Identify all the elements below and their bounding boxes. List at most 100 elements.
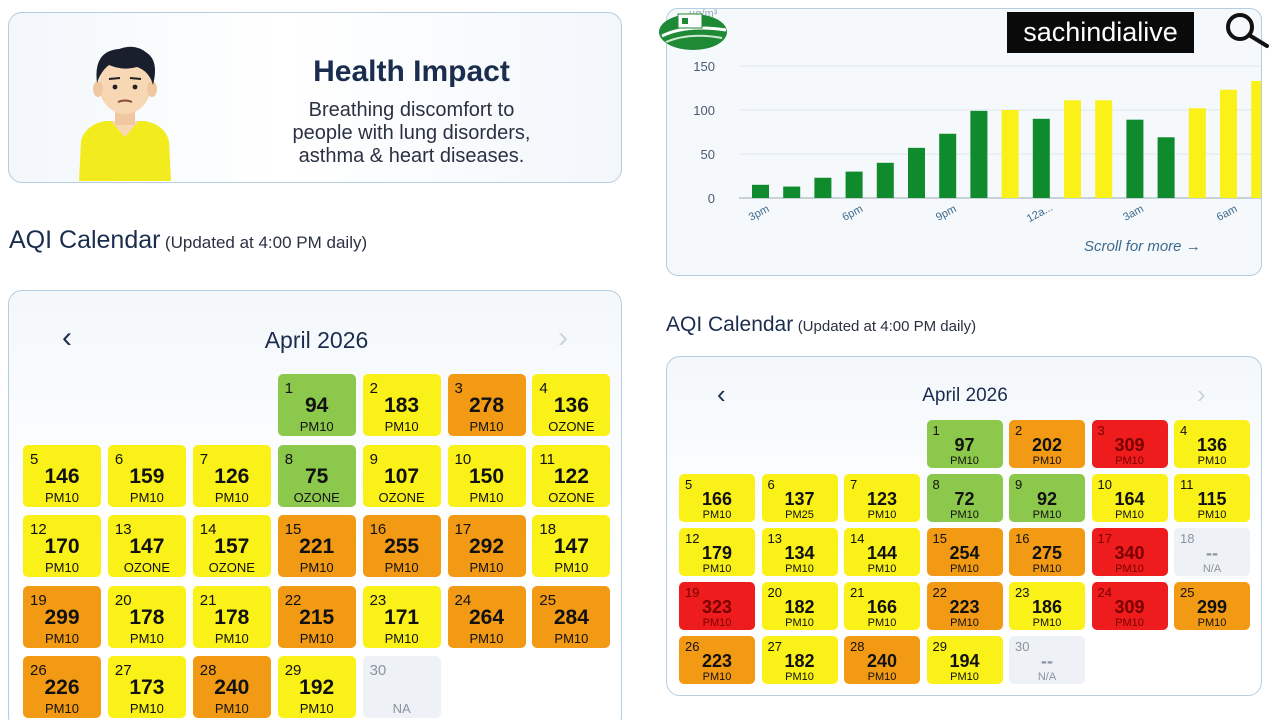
calendar-day-cell[interactable]: 30 NA [362,656,441,718]
calendar-day-cell[interactable]: 11 122 OZONE [532,444,611,507]
calendar-day-cell[interactable]: 16 255 PM10 [362,515,441,577]
aqi-value: 215 [299,605,335,629]
hourly-aqi-bar-chart: µg/m³ 0 50 100 150 3pm 6pm 9pm 12a... 3am 6am [689,9,1261,225]
calendar-day-cell[interactable]: 12 179 PM10 [679,528,755,576]
aqi-bar [1188,108,1206,198]
calendar-day-cell[interactable]: 30 -- N/A [1009,636,1085,684]
calendar-day-cell[interactable]: 24 264 PM10 [447,585,526,648]
pollutant-label: PM10 [1032,617,1062,629]
calendar-day-cell[interactable]: 4 136 PM10 [1174,420,1250,468]
calendar-day-cell[interactable]: 8 75 OZONE [277,444,356,507]
calendar-day-cell[interactable]: 22 215 PM10 [277,585,356,648]
calendar-day-cell[interactable]: 15 254 PM10 [926,528,1003,576]
calendar-day-cell[interactable]: 26 223 PM10 [679,636,755,684]
calendar-day-cell[interactable]: 4 136 OZONE [532,374,611,436]
calendar-day-cell[interactable]: 2 183 PM10 [362,374,441,436]
month-title: April 2026 [264,327,369,353]
scroll-for-more-link[interactable]: Scroll for more → [1084,238,1201,255]
next-month-button[interactable]: › [558,321,568,354]
calendar-day-cell[interactable]: 5 146 PM10 [23,444,101,507]
calendar-day-cell[interactable]: 29 192 PM10 [277,656,356,718]
station-logo-icon [659,13,727,50]
calendar-day-cell[interactable]: 25 284 PM10 [532,585,611,648]
calendar-day-cell[interactable]: 1 94 PM10 [277,374,356,436]
pollutant-label: PM10 [867,671,897,683]
calendar-day-cell[interactable]: 14 144 PM10 [844,528,920,576]
calendar-day-cell[interactable]: 15 221 PM10 [277,515,356,577]
pollutant-label: PM10 [1197,617,1227,629]
calendar-day-cell[interactable]: 18 147 PM10 [532,515,611,577]
aqi-value: 299 [44,605,80,629]
x-tick-label: 9pm [934,203,959,224]
calendar-day-cell[interactable]: 14 157 OZONE [192,515,271,577]
aqi-bar [845,171,863,198]
calendar-day-cell[interactable]: 1 97 PM10 [926,420,1003,468]
day-number: 29 [932,639,947,654]
aqi-value: 136 [553,394,589,417]
aqi-value: 292 [468,535,505,558]
calendar-day-cell[interactable]: 20 178 PM10 [107,585,186,648]
calendar-day-cell[interactable]: 17 340 PM10 [1091,528,1168,576]
calendar-day-cell[interactable]: 19 323 PM10 [679,582,755,630]
day-number: 2 [1015,423,1023,438]
calendar-day-cell[interactable]: 21 178 PM10 [192,585,271,648]
calendar-day-cell[interactable]: 6 159 PM10 [107,444,186,507]
day-number: 18 [539,521,557,538]
aqi-value: 264 [468,605,505,629]
calendar-day-cell[interactable]: 17 292 PM10 [447,515,526,577]
calendar-day-cell[interactable]: 23 186 PM10 [1009,582,1085,630]
aqi-value: 72 [954,489,975,509]
calendar-day-cell[interactable]: 19 299 PM10 [23,585,101,648]
calendar-day-cell[interactable]: 27 182 PM10 [761,636,838,684]
calendar-day-cell[interactable]: 7 126 PM10 [192,444,271,507]
aqi-value: 136 [1196,435,1228,455]
calendar-day-cell[interactable]: 29 194 PM10 [926,636,1003,684]
calendar-day-cell[interactable]: 9 92 PM10 [1009,474,1085,522]
calendar-day-cell[interactable]: 13 134 PM10 [761,528,838,576]
calendar-day-cell[interactable]: 10 150 PM10 [447,444,526,507]
aqi-value: -- [1041,651,1053,671]
pollutant-label: OZONE [123,560,170,575]
day-number: 25 [539,591,557,609]
calendar-day-cell[interactable]: 3 309 PM10 [1091,420,1168,468]
calendar-day-cell[interactable]: 11 115 PM10 [1174,474,1250,522]
day-number: 11 [539,450,555,468]
calendar-day-cell[interactable]: 18 -- N/A [1174,528,1250,576]
aqi-value: 323 [701,597,733,617]
aqi-bar [783,186,801,198]
calendar-day-cell[interactable]: 25 299 PM10 [1174,582,1250,630]
prev-month-button[interactable]: ‹ [717,379,726,409]
calendar-day-cell[interactable]: 28 240 PM10 [844,636,920,684]
calendar-day-cell[interactable]: 7 123 PM10 [844,474,920,522]
aqi-value: 240 [214,676,250,699]
calendar-day-cell[interactable]: 21 166 PM10 [844,582,920,630]
aqi-value: 92 [1036,489,1058,509]
search-icon[interactable] [1220,10,1272,50]
calendar-day-cell[interactable]: 27 173 PM10 [107,656,186,718]
calendar-day-cell[interactable]: 2 202 PM10 [1009,420,1085,468]
calendar-day-cell[interactable]: 3 278 PM10 [447,374,526,436]
calendar-day-cell[interactable]: 26 226 PM10 [23,656,101,718]
calendar-day-cell[interactable]: 12 170 PM10 [23,515,101,577]
calendar-day-cell[interactable]: 16 275 PM10 [1009,528,1085,576]
calendar-day-cell[interactable]: 24 309 PM10 [1091,582,1168,630]
calendar-day-cell[interactable]: 8 72 PM10 [926,474,1003,522]
pollutant-label: PM10 [950,617,979,629]
calendar-day-cell[interactable]: 5 166 PM10 [679,474,755,522]
next-month-button[interactable]: › [1197,379,1206,409]
aqi-bar [908,147,925,198]
aqi-value: 240 [866,651,898,671]
aqi-bar [939,133,957,198]
aqi-value: 192 [299,676,335,699]
calendar-day-cell[interactable]: 28 240 PM10 [192,656,271,718]
prev-month-button[interactable]: ‹ [62,321,72,354]
calendar-day-cell[interactable]: 23 171 PM10 [362,585,441,648]
calendar-day-cell[interactable]: 6 137 PM25 [761,474,838,522]
calendar-day-cell[interactable]: 9 107 OZONE [362,444,441,507]
calendar-day-cell[interactable]: 20 182 PM10 [761,582,838,630]
calendar-day-cell[interactable]: 22 223 PM10 [926,582,1003,630]
day-number: 6 [114,450,124,468]
calendar-day-cell[interactable]: 13 147 OZONE [107,515,186,577]
pollutant-label: PM10 [702,617,732,629]
calendar-day-cell[interactable]: 10 164 PM10 [1091,474,1168,522]
